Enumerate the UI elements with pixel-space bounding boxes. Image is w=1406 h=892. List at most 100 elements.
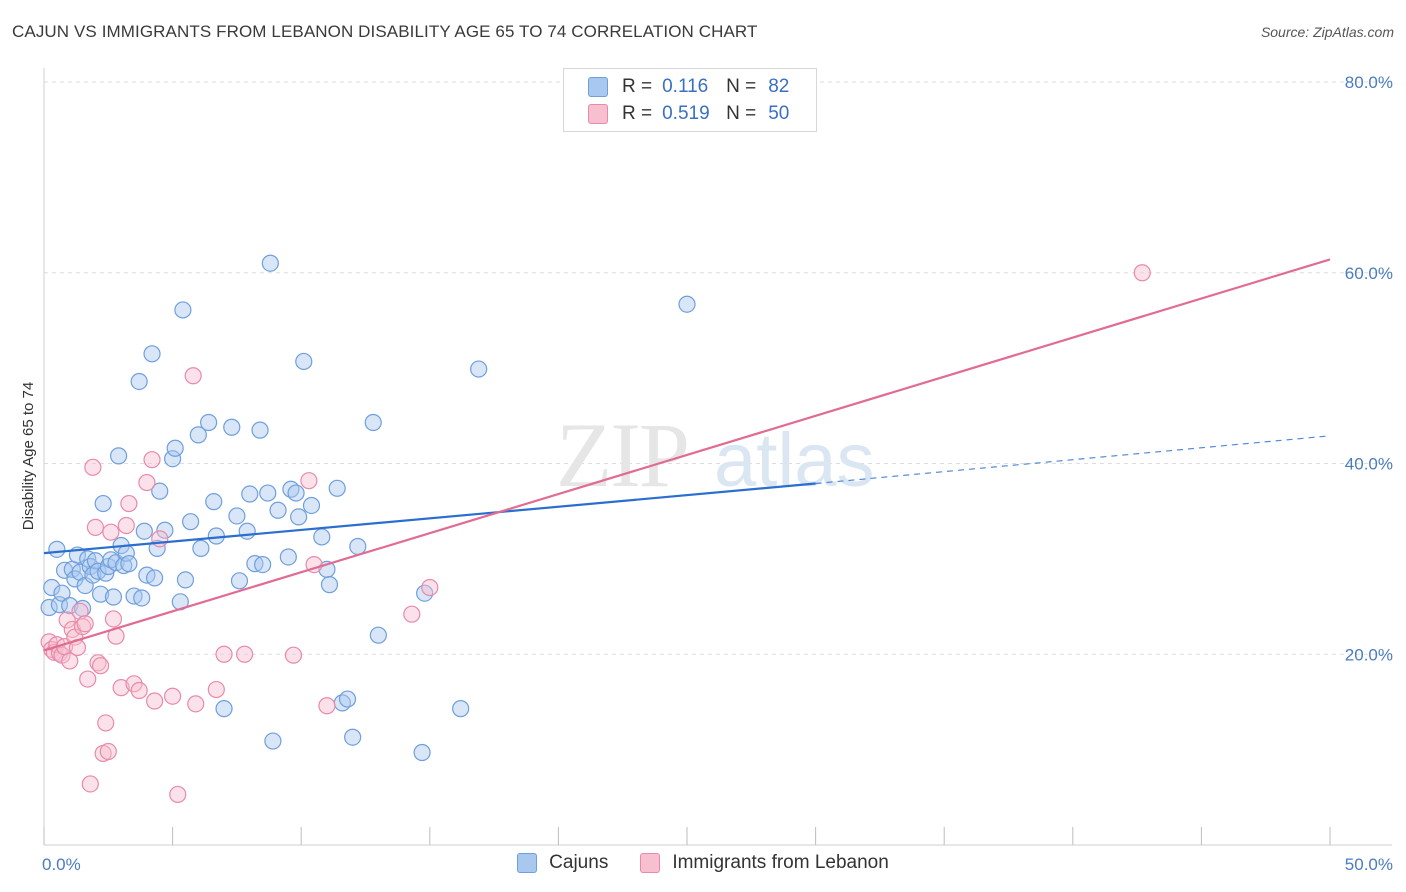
point-lebanon-47 <box>403 605 421 623</box>
gridlines <box>44 81 1392 655</box>
point-cajuns-80 <box>413 743 431 762</box>
point-lebanon-43 <box>284 646 303 664</box>
point-cajuns-72 <box>320 576 339 594</box>
point-cajuns-66 <box>287 484 305 502</box>
watermark-atlas: atlas <box>714 418 875 503</box>
y-axis-label: Disability Age 65 to 74 <box>20 382 37 530</box>
point-cajuns-84 <box>678 295 696 313</box>
point-cajuns-36 <box>145 569 164 587</box>
axes <box>43 68 1392 846</box>
point-cajuns-0 <box>40 598 58 617</box>
point-lebanon-37 <box>169 785 187 804</box>
point-lebanon-7 <box>58 611 76 629</box>
point-cajuns-69 <box>302 496 321 515</box>
data-points <box>40 254 1151 804</box>
legend-swatch-cajuns <box>588 77 608 97</box>
y-tick-label-40: 40.0% <box>1345 455 1393 474</box>
point-cajuns-41 <box>166 439 184 457</box>
y-tick-label-80: 80.0% <box>1345 73 1393 92</box>
legend-swatch-lebanon <box>588 104 608 124</box>
point-lebanon-33 <box>143 451 161 469</box>
y-tick-label-20: 20.0% <box>1345 645 1393 664</box>
point-cajuns-62 <box>264 732 282 750</box>
point-cajuns-38 <box>151 482 169 500</box>
point-lebanon-36 <box>164 687 182 705</box>
point-cajuns-55 <box>238 522 256 540</box>
watermark-zip: ZIP <box>556 404 688 506</box>
x-tick-label-0: 0.0% <box>42 855 81 874</box>
point-lebanon-13 <box>73 617 92 636</box>
point-lebanon-48 <box>421 578 439 597</box>
watermark: ZIP atlas <box>556 404 875 506</box>
point-cajuns-47 <box>192 539 210 557</box>
point-lebanon-8 <box>61 652 79 670</box>
point-cajuns-33 <box>135 522 153 540</box>
point-cajuns-83 <box>470 360 488 378</box>
point-cajuns-50 <box>207 527 225 545</box>
legend-n-label: N = <box>726 76 757 97</box>
chart-title: CAJUN VS IMMIGRANTS FROM LEBANON DISABIL… <box>12 22 758 41</box>
point-cajuns-68 <box>295 352 313 371</box>
point-cajuns-29 <box>120 555 138 573</box>
point-lebanon-22 <box>97 714 115 732</box>
point-cajuns-53 <box>228 507 246 525</box>
point-lebanon-28 <box>117 516 135 535</box>
point-cajuns-46 <box>189 426 207 444</box>
point-cajuns-79 <box>369 626 387 644</box>
point-cajuns-59 <box>254 555 272 574</box>
point-cajuns-61 <box>261 254 279 272</box>
legend-r-value: 0.519 <box>662 103 710 124</box>
y-tick-label-60: 60.0% <box>1345 264 1393 283</box>
legend-r-label: R = <box>622 103 653 124</box>
point-lebanon-41 <box>215 645 233 663</box>
point-cajuns-35 <box>143 345 161 363</box>
point-lebanon-23 <box>99 742 117 761</box>
point-cajuns-1 <box>43 578 61 597</box>
legend-swatch-cajuns <box>517 853 538 873</box>
point-cajuns-51 <box>215 700 233 718</box>
point-lebanon-18 <box>86 518 105 537</box>
point-cajuns-64 <box>279 548 297 566</box>
trend-line-cajuns-extension <box>815 435 1331 485</box>
point-lebanon-24 <box>102 523 120 541</box>
point-cajuns-32 <box>133 589 151 607</box>
point-cajuns-52 <box>223 418 241 436</box>
point-cajuns-56 <box>241 485 259 503</box>
point-lebanon-16 <box>81 775 99 793</box>
point-cajuns-77 <box>349 537 367 556</box>
point-lebanon-39 <box>187 695 205 713</box>
point-cajuns-82 <box>452 700 470 718</box>
point-cajuns-60 <box>259 484 277 502</box>
point-lebanon-46 <box>318 697 336 715</box>
point-lebanon-38 <box>184 367 202 385</box>
point-lebanon-17 <box>84 458 102 476</box>
legend-label-lebanon: Immigrants from Lebanon <box>672 852 889 873</box>
trend-line-lebanon <box>43 258 1331 652</box>
point-lebanon-27 <box>112 679 130 697</box>
point-lebanon-25 <box>104 610 123 628</box>
point-cajuns-67 <box>290 508 308 526</box>
point-cajuns-39 <box>156 521 174 539</box>
point-cajuns-76 <box>344 728 362 746</box>
point-cajuns-18 <box>91 585 110 603</box>
point-cajuns-31 <box>130 372 148 391</box>
point-cajuns-19 <box>94 494 112 513</box>
point-lebanon-42 <box>236 645 254 663</box>
point-cajuns-6 <box>61 597 79 615</box>
point-lebanon-34 <box>145 692 164 710</box>
point-cajuns-73 <box>328 479 346 497</box>
legend-r-label: R = <box>622 76 653 97</box>
point-cajuns-44 <box>176 571 195 589</box>
point-cajuns-70 <box>313 528 331 546</box>
point-lebanon-19 <box>89 654 107 672</box>
legend-row-cajuns: R = 0.116 N = 82 <box>588 74 789 100</box>
point-cajuns-75 <box>338 690 357 708</box>
point-cajuns-4 <box>53 584 71 602</box>
point-cajuns-40 <box>164 450 182 468</box>
point-cajuns-78 <box>364 413 382 432</box>
point-lebanon-44 <box>300 472 318 490</box>
point-cajuns-2 <box>48 540 66 558</box>
point-cajuns-49 <box>205 493 223 511</box>
point-cajuns-63 <box>269 501 287 519</box>
point-cajuns-25 <box>109 447 128 465</box>
